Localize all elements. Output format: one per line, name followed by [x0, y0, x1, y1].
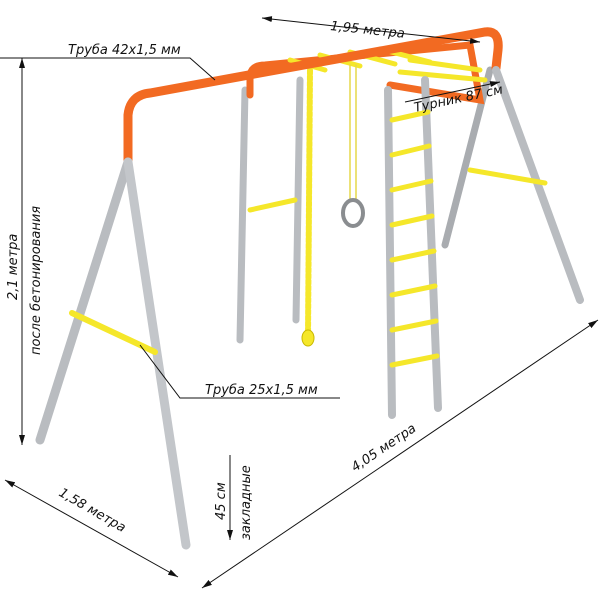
- structure: [35, 27, 584, 550]
- climbing-rope: [305, 67, 313, 338]
- inner-post: [236, 86, 249, 344]
- left-crossbar: [69, 310, 158, 355]
- inner-post: [292, 76, 304, 324]
- dimension-lines: [0, 16, 599, 589]
- label-height-note: после бетонирования: [29, 206, 44, 355]
- main-beam: [123, 27, 503, 165]
- label-pipe-small: Труба 25x1,5 мм: [205, 383, 318, 398]
- right-front-leg: [492, 66, 584, 304]
- crossbar: [247, 197, 298, 213]
- gymnastic-ring: [341, 198, 365, 228]
- label-height: 2,1 метра: [6, 234, 21, 300]
- right-crossbar: [467, 167, 548, 186]
- label-pipe-main: Труба 42x1,5 мм: [68, 43, 181, 58]
- label-embed-note: закладные: [239, 465, 254, 540]
- label-embed: 45 см: [214, 482, 229, 520]
- label-width-top: 1,95 метра: [330, 19, 406, 42]
- left-front-leg: [35, 157, 133, 445]
